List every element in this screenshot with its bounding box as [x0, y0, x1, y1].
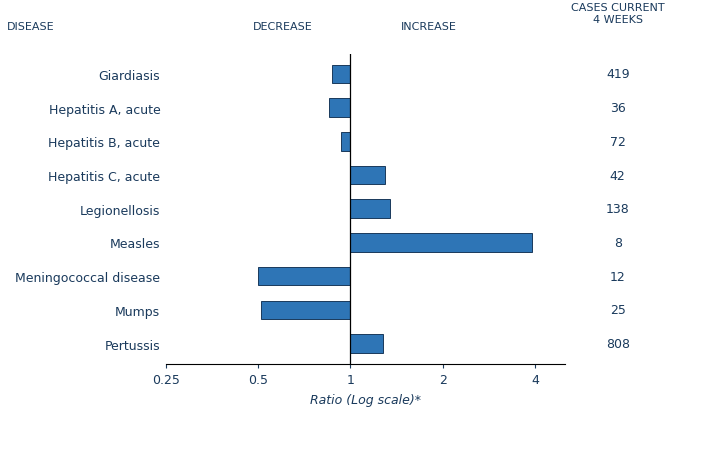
Text: 138: 138: [606, 203, 630, 216]
Bar: [332, 66, 350, 84]
Text: CASES CURRENT
4 WEEKS: CASES CURRENT 4 WEEKS: [571, 3, 664, 25]
Text: INCREASE: INCREASE: [401, 22, 457, 32]
Text: 36: 36: [610, 102, 626, 115]
Text: DISEASE: DISEASE: [7, 22, 54, 32]
Bar: [341, 133, 350, 151]
Text: 419: 419: [606, 68, 630, 81]
Bar: [350, 234, 532, 252]
Bar: [329, 99, 350, 118]
Bar: [350, 167, 385, 185]
X-axis label: Ratio (Log scale)*: Ratio (Log scale)*: [310, 393, 421, 406]
Text: DECREASE: DECREASE: [253, 22, 312, 32]
Text: 12: 12: [610, 270, 626, 283]
Text: 42: 42: [610, 169, 626, 182]
Text: 72: 72: [610, 136, 626, 148]
Text: 8: 8: [614, 237, 622, 249]
Text: 808: 808: [606, 337, 630, 350]
Bar: [258, 267, 350, 286]
Bar: [261, 301, 350, 319]
Bar: [350, 334, 383, 353]
Bar: [350, 200, 390, 218]
Text: 25: 25: [610, 303, 626, 317]
